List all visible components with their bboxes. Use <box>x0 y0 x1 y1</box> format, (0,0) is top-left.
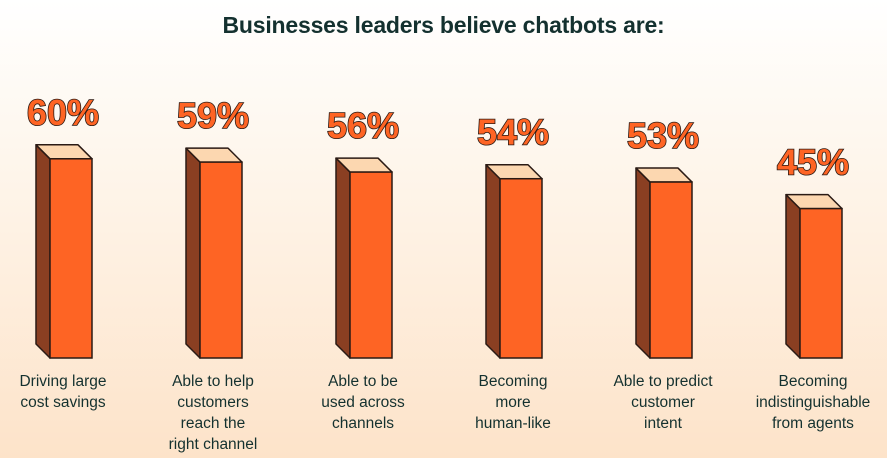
category-label-2: Able to be used across channels <box>321 373 405 432</box>
value-label-4: 53% <box>627 115 699 156</box>
value-label-3: 54% <box>477 112 549 153</box>
bar-1 <box>199 161 243 359</box>
category-label-5: Becoming indistinguishable from agents <box>755 373 871 432</box>
bar-3 <box>499 177 543 359</box>
bar-4 <box>649 181 693 359</box>
value-label-0: 60% <box>27 92 99 133</box>
bar-5 <box>799 207 843 359</box>
value-label-1: 59% <box>177 95 249 136</box>
bar-2 <box>349 171 393 359</box>
category-label-1: Able to help customers reach the right c… <box>168 373 258 453</box>
bar-side-5 <box>785 193 801 359</box>
bar-0 <box>49 158 93 359</box>
bar-side-2 <box>335 157 351 359</box>
bar-side-3 <box>485 163 501 359</box>
chart-title: Businesses leaders believe chatbots are: <box>222 12 665 38</box>
category-label-0: Driving large cost savings <box>19 373 107 411</box>
bar-side-1 <box>185 147 201 359</box>
value-label-5: 45% <box>777 142 849 183</box>
category-label-4: Able to predict customer intent <box>613 373 713 432</box>
value-label-2: 56% <box>327 105 399 146</box>
category-label-3: Becoming more human-like <box>475 373 551 432</box>
bar-side-4 <box>635 167 651 359</box>
bar-side-0 <box>35 144 51 359</box>
